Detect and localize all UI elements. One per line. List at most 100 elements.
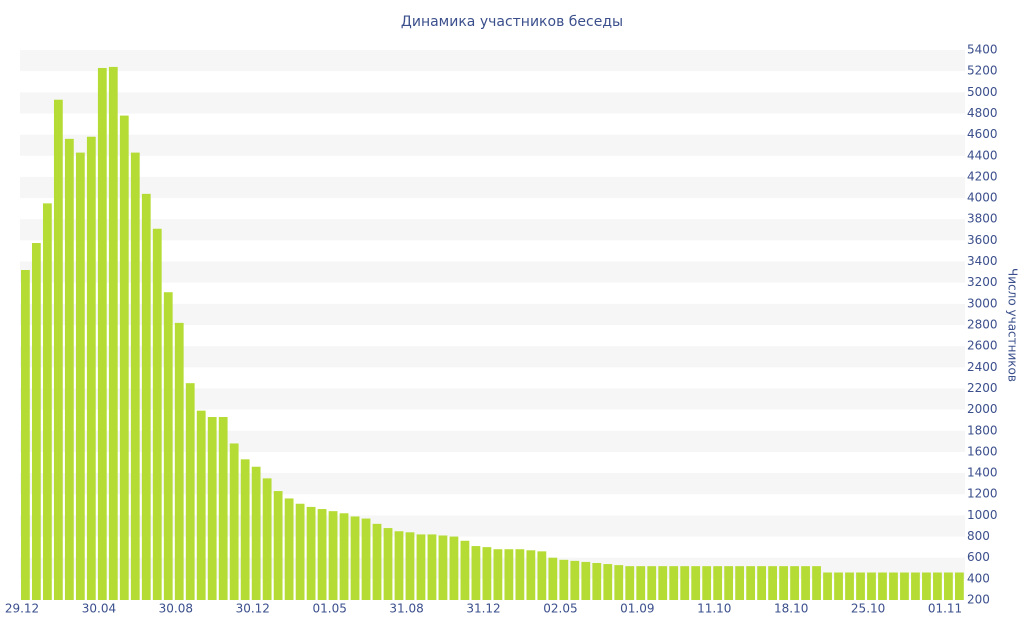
grid-band: [20, 430, 965, 452]
y-tick-label: 1200: [967, 487, 998, 501]
bar: [812, 566, 821, 600]
x-tick-label: 11.10: [697, 602, 731, 616]
y-tick-label: 3000: [967, 296, 998, 310]
bar: [438, 535, 448, 600]
bar: [724, 566, 734, 600]
grid-band: [20, 219, 965, 241]
bar: [823, 572, 832, 600]
bar: [801, 566, 810, 600]
bar: [493, 549, 503, 600]
bar: [702, 566, 712, 600]
grid-band: [20, 261, 965, 283]
bar: [240, 459, 250, 600]
x-tick-label: 01.05: [312, 602, 346, 616]
bar: [42, 203, 52, 600]
y-tick-label: 3200: [967, 275, 998, 289]
bar: [944, 572, 953, 600]
bar: [878, 572, 887, 600]
x-tick-label: 01.09: [620, 602, 654, 616]
bar: [449, 536, 459, 600]
grid-band: [20, 50, 965, 72]
bar: [526, 550, 536, 600]
bar: [900, 572, 909, 600]
bar: [746, 566, 756, 600]
bar: [251, 466, 261, 600]
x-tick-label: 30.04: [82, 602, 116, 616]
bar: [295, 503, 305, 600]
x-tick-label: 30.12: [236, 602, 270, 616]
y-tick-label: 2400: [967, 360, 998, 374]
bar: [218, 417, 228, 600]
grid-band: [20, 303, 965, 325]
y-tick-label: 800: [967, 529, 990, 543]
y-tick-label: 2200: [967, 381, 998, 395]
bar: [548, 557, 558, 600]
bar: [339, 513, 349, 600]
bar: [889, 572, 898, 600]
bar: [21, 270, 30, 600]
bar: [53, 99, 63, 600]
bar: [427, 534, 437, 600]
bar: [262, 478, 272, 600]
y-tick-label: 4400: [967, 148, 998, 162]
bar: [768, 566, 777, 600]
y-tick-label: 2000: [967, 402, 998, 416]
bar: [625, 566, 635, 600]
bar: [922, 572, 931, 600]
bar: [119, 115, 129, 601]
bar: [361, 518, 371, 600]
bar: [735, 566, 745, 600]
bar: [603, 564, 613, 600]
bar: [515, 549, 525, 600]
y-tick-label: 4000: [967, 191, 998, 205]
bar: [834, 572, 843, 600]
bar: [570, 560, 580, 600]
x-tick-label: 30.08: [159, 602, 193, 616]
y-tick-label: 1000: [967, 508, 998, 522]
x-tick-label: 29.12: [5, 602, 39, 616]
bar: [471, 546, 481, 600]
y-tick-label: 3400: [967, 254, 998, 268]
grid-band: [20, 346, 965, 368]
y-axis-label: Число участников: [1006, 268, 1020, 382]
bar: [317, 509, 327, 600]
bar: [647, 566, 657, 600]
bar: [306, 506, 316, 600]
bar: [31, 243, 41, 600]
bar: [141, 193, 151, 600]
bar: [581, 561, 591, 600]
bar: [559, 559, 569, 600]
bar: [757, 566, 767, 600]
y-tick-label: 400: [967, 571, 990, 585]
bar: [394, 531, 404, 600]
x-tick-label: 02.05: [543, 602, 577, 616]
y-tick-label: 1800: [967, 423, 998, 437]
x-tick-label: 25.10: [851, 602, 885, 616]
y-tick-label: 200: [967, 593, 990, 607]
bar: [229, 443, 239, 600]
y-tick-label: 5000: [967, 85, 998, 99]
bar: [207, 417, 217, 600]
bar: [680, 566, 690, 600]
y-tick-label: 2800: [967, 318, 998, 332]
grid-band: [20, 388, 965, 410]
bar: [537, 551, 547, 600]
bar: [284, 498, 294, 600]
bar: [97, 67, 107, 600]
bar: [163, 292, 173, 600]
bar: [196, 410, 206, 600]
bar: [174, 322, 184, 600]
bar: [75, 152, 85, 600]
bar: [592, 562, 602, 600]
y-tick-label: 4800: [967, 106, 998, 120]
bar: [691, 566, 701, 600]
bar: [658, 566, 668, 600]
y-tick-label: 5400: [967, 43, 998, 57]
grid-band: [20, 92, 965, 114]
bar: [713, 566, 723, 600]
bar: [383, 528, 393, 600]
bar: [482, 547, 492, 600]
bar: [933, 572, 942, 600]
y-tick-label: 1600: [967, 444, 998, 458]
bar: [273, 491, 283, 600]
